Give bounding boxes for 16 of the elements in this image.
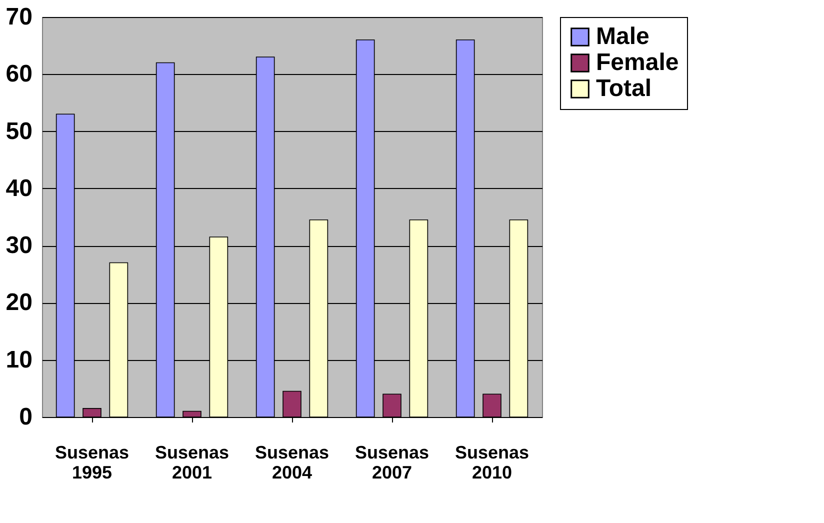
legend-label: Female <box>596 49 679 76</box>
y-tick-label: 30 <box>6 232 32 260</box>
y-tick-label: 0 <box>19 404 32 430</box>
legend-label: Total <box>596 75 652 102</box>
x-tick-label: Susenas 2010 <box>454 442 530 482</box>
y-tick-label: 50 <box>6 118 32 145</box>
y-tick-label: 20 <box>6 289 32 316</box>
legend-label: Male <box>596 23 650 50</box>
x-tick-label: Susenas 2001 <box>154 442 230 482</box>
x-tick-label: Susenas 2007 <box>354 442 430 482</box>
x-tick-label: Susenas 2004 <box>254 442 330 482</box>
y-tick-label: 60 <box>6 60 32 88</box>
y-tick-label: 70 <box>6 4 32 30</box>
y-tick-label: 10 <box>6 346 32 374</box>
y-tick-label: 40 <box>6 174 32 202</box>
x-tick-label: Susenas 1995 <box>54 442 130 482</box>
